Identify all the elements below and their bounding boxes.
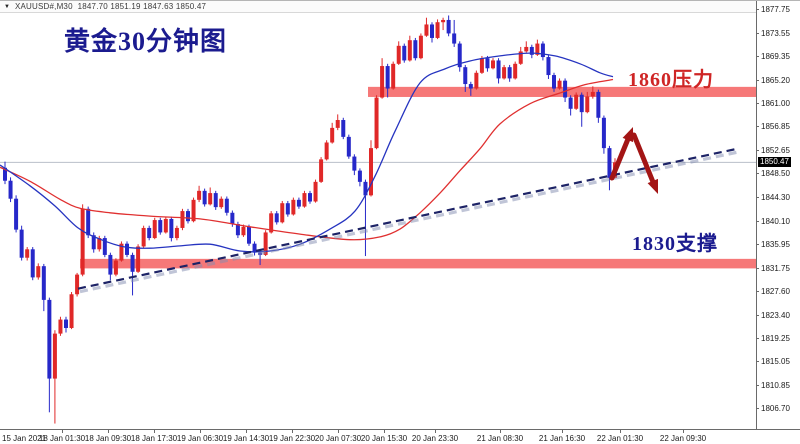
trendline-shadow <box>79 150 738 294</box>
time-tick-mark <box>154 430 155 433</box>
price-tick-label: 1861.00 <box>756 99 790 108</box>
price-axis[interactable]: 1877.75 1873.55 1869.35 1865.20 1861.00 1856.… <box>756 1 800 437</box>
ma-red-line <box>0 78 614 241</box>
price-tick-label: 1819.25 <box>756 334 790 343</box>
arrow-down-head-icon[interactable] <box>647 178 658 194</box>
time-tick-mark <box>500 430 501 433</box>
price-tick-label: 1856.85 <box>756 122 790 131</box>
arrow-up-head-icon[interactable] <box>622 127 634 143</box>
price-tick-label: 1865.20 <box>756 76 790 85</box>
price-tick-label: 1815.05 <box>756 357 790 366</box>
time-tick-label: 20 Jan 15:30 <box>360 434 408 443</box>
ohlc-readout: 1847.70 1851.19 1847.63 1850.47 <box>77 2 207 11</box>
time-tick-label: 15 Jan 2021 <box>2 434 47 443</box>
candlestick-chart[interactable] <box>0 1 756 429</box>
chart-title-annotation: 黄金30分钟图 <box>64 27 228 56</box>
price-tick-label: 1827.60 <box>756 287 790 296</box>
price-tick-label: 1835.95 <box>756 240 790 249</box>
time-tick-label: 21 Jan 08:30 <box>476 434 524 443</box>
time-tick-label: 19 Jan 22:30 <box>268 434 316 443</box>
time-tick-mark <box>292 430 293 433</box>
time-axis[interactable]: 15 Jan 2021 18 Jan 01:30 18 Jan 09:30 18 Ja… <box>0 429 800 444</box>
arrow-up-shaft[interactable] <box>609 136 631 181</box>
time-tick-label: 18 Jan 17:30 <box>130 434 178 443</box>
symbol-period-label: XAUUSD#,M30 1847.70 1851.19 1847.63 1850… <box>14 2 207 11</box>
time-tick-label: 20 Jan 23:30 <box>411 434 459 443</box>
support-text-annotation[interactable]: 1830支撑 <box>632 233 718 255</box>
time-tick-label: 22 Jan 09:30 <box>659 434 707 443</box>
price-tick-label: 1852.65 <box>756 146 790 155</box>
time-tick-label: 18 Jan 01:30 <box>38 434 86 443</box>
resistance-text-annotation[interactable]: 1860压力 <box>628 69 714 91</box>
price-chart-canvas[interactable] <box>0 1 756 429</box>
price-tick-label: 1844.30 <box>756 193 790 202</box>
trendline[interactable] <box>77 148 736 290</box>
time-tick-label: 22 Jan 01:30 <box>596 434 644 443</box>
time-tick-mark <box>683 430 684 433</box>
time-tick-mark <box>620 430 621 433</box>
ma-blue-line <box>0 52 614 253</box>
time-tick-label: 21 Jan 16:30 <box>538 434 586 443</box>
time-tick-label: 20 Jan 07:30 <box>314 434 362 443</box>
price-tick-label: 1848.50 <box>756 169 790 178</box>
time-tick-label: 19 Jan 14:30 <box>222 434 270 443</box>
price-tick-label: 1806.70 <box>756 404 790 413</box>
arrow-down-shaft[interactable] <box>631 132 656 185</box>
time-tick-label: 19 Jan 06:30 <box>176 434 224 443</box>
current-price-tag: 1850.47 <box>758 157 791 168</box>
chart-title-bar[interactable]: ▼ XAUUSD#,M30 1847.70 1851.19 1847.63 18… <box>0 1 756 13</box>
price-tick-label: 1810.85 <box>756 381 790 390</box>
price-tick-label: 1823.40 <box>756 311 790 320</box>
time-tick-mark <box>562 430 563 433</box>
price-tick-label: 1840.10 <box>756 217 790 226</box>
price-tick-label: 1869.35 <box>756 52 790 61</box>
price-tick-label: 1831.75 <box>756 264 790 273</box>
price-tick-label: 1873.55 <box>756 29 790 38</box>
time-tick-mark <box>108 430 109 433</box>
support-band[interactable] <box>80 258 756 269</box>
expand-arrow-icon[interactable]: ▼ <box>4 3 10 10</box>
time-tick-mark <box>200 430 201 433</box>
time-tick-mark <box>435 430 436 433</box>
time-tick-mark <box>338 430 339 433</box>
price-tick-label: 1877.75 <box>756 5 790 14</box>
time-tick-mark <box>246 430 247 433</box>
candles-layer <box>3 15 617 424</box>
time-tick-mark <box>62 430 63 433</box>
time-tick-mark <box>384 430 385 433</box>
time-tick-label: 18 Jan 09:30 <box>84 434 132 443</box>
